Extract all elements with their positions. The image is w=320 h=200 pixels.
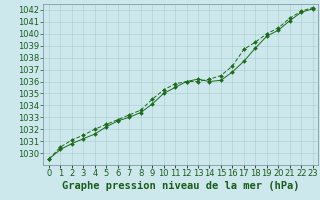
X-axis label: Graphe pression niveau de la mer (hPa): Graphe pression niveau de la mer (hPa) <box>62 181 300 191</box>
